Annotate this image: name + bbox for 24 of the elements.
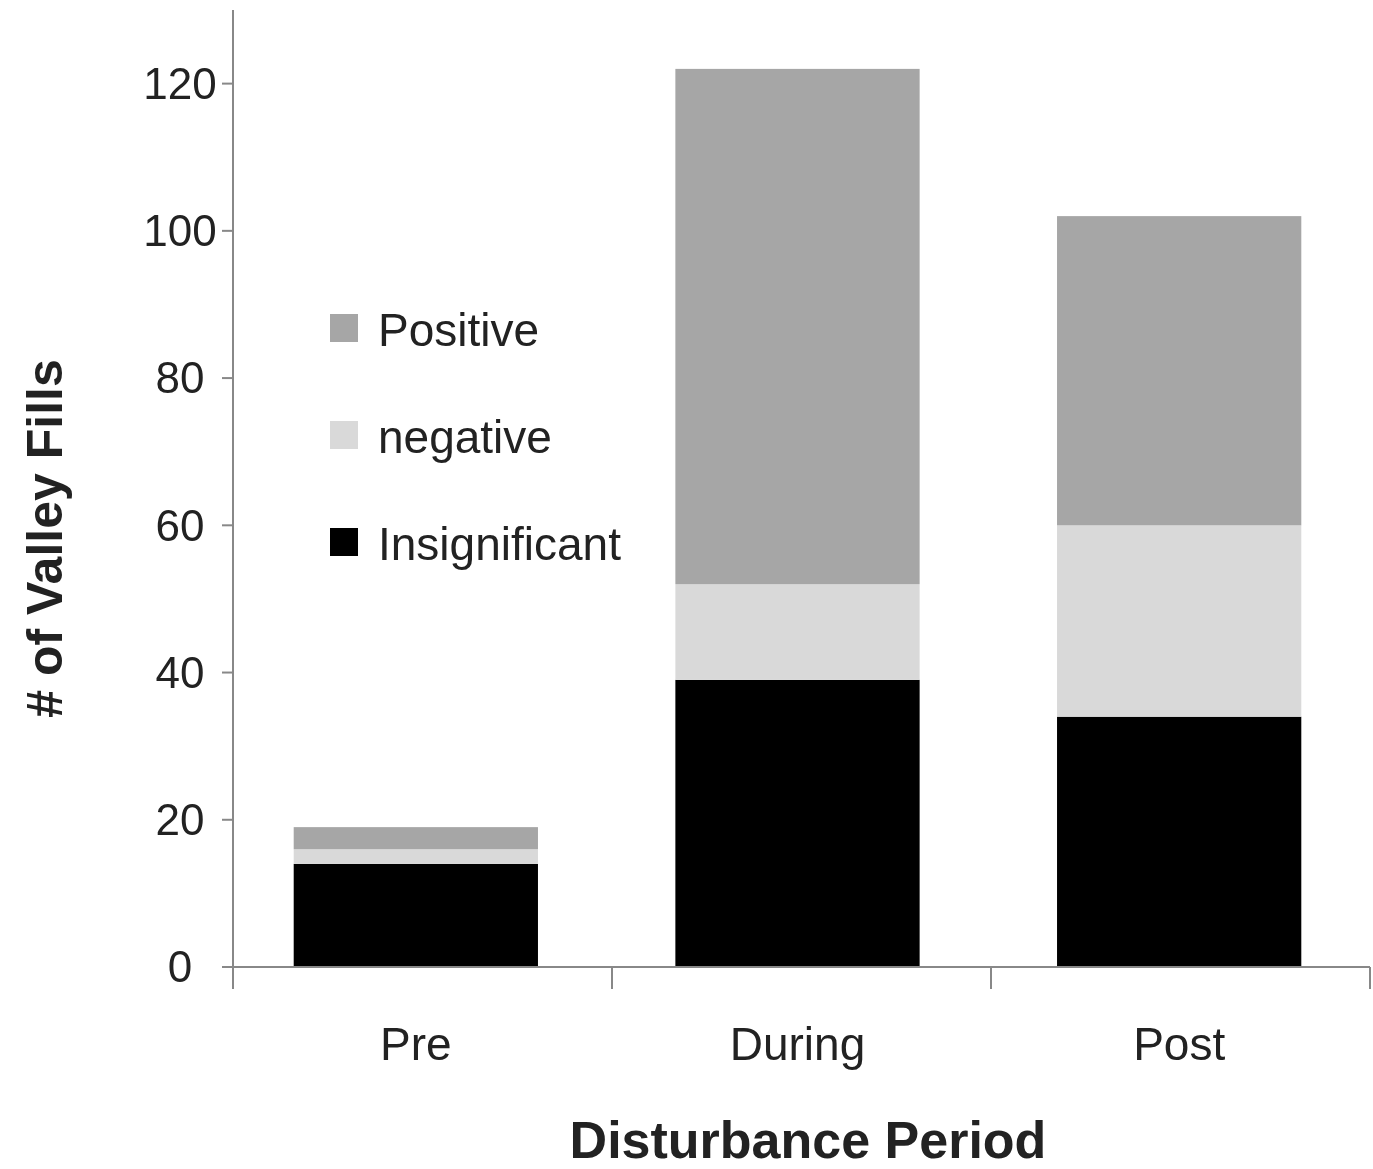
- bar: [675, 68, 920, 585]
- x-axis-title: Disturbance Period: [569, 1111, 1047, 1169]
- y-axis-title: # of Valley Fills: [17, 359, 73, 718]
- y-tick-label: 120: [143, 59, 217, 109]
- bar: [1057, 216, 1302, 526]
- y-tick-label: 20: [155, 795, 205, 845]
- bar: [293, 863, 538, 967]
- legend-label: Positive: [378, 304, 540, 357]
- y-tick-label: 60: [155, 500, 205, 550]
- x-tick-label: During: [729, 1018, 866, 1070]
- bar: [293, 849, 538, 864]
- y-tick-label: 0: [167, 942, 193, 992]
- bar: [675, 584, 920, 680]
- y-tick-label: 40: [155, 647, 205, 697]
- bar: [293, 827, 538, 850]
- x-tick-label: Pre: [380, 1018, 452, 1070]
- x-tick-label: Post: [1133, 1018, 1226, 1070]
- bar: [1057, 716, 1302, 967]
- legend-label: Insignificant: [378, 518, 622, 571]
- y-tick-label: 100: [143, 206, 217, 256]
- y-tick-label: 80: [155, 353, 205, 403]
- legend-label: negative: [378, 411, 552, 464]
- bar: [1057, 525, 1302, 717]
- bar: [675, 679, 920, 967]
